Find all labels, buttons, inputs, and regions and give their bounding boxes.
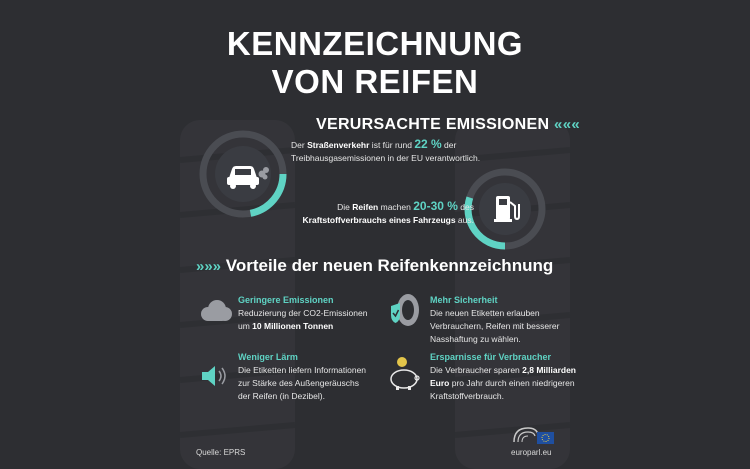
tyres-fuel-stat: Die Reifen machen 20-30 % des Kraftstoff… <box>302 199 474 226</box>
brand-label: europarl.eu <box>511 448 552 457</box>
chevron-left-icon: ««« <box>554 116 580 133</box>
benefit-savings: Ersparnisse für Verbraucher Die Verbrauc… <box>430 351 580 403</box>
tyres-fuel-share-arc <box>464 196 506 250</box>
title-line-2: VON REIFEN <box>271 63 479 100</box>
speaker-icon <box>202 366 226 386</box>
car-icon <box>227 166 269 189</box>
benefit-safety-title: Mehr Sicherheit <box>430 295 498 305</box>
tyres-label: Reifen <box>352 202 379 212</box>
parliament-logo-icon <box>513 427 554 444</box>
benefits-heading-text: Vorteile der neuen Reifenkennzeichnung <box>225 256 554 275</box>
fuel-pump-icon <box>494 196 520 222</box>
road-transport-label: Straßenverkehr <box>307 140 370 150</box>
source-label: Quelle: EPRS <box>196 448 246 457</box>
tyres-fuel-ring <box>464 168 546 250</box>
road-transport-share-arc <box>249 173 287 217</box>
title-line-1: KENNZEICHNUNG <box>226 25 524 62</box>
benefit-savings-title: Ersparnisse für Verbraucher <box>430 352 552 362</box>
road-transport-stat: Der Straßenverkehr ist für rund 22 % der… <box>291 137 481 164</box>
emissions-heading-text: VERURSACHTE EMISSIONEN <box>316 116 550 133</box>
emissions-heading: VERURSACHTE EMISSIONEN ««« <box>316 116 580 134</box>
road-transport-value: 22 % <box>414 137 442 151</box>
benefits-heading: »»» Vorteile der neuen Reifenkennzeichnu… <box>196 256 553 276</box>
benefit-noise: Weniger Lärm Die Etiketten liefern Infor… <box>238 352 367 401</box>
tyre-shield-icon <box>391 294 419 326</box>
benefit-emissions-title: Geringere Emissionen <box>238 295 334 305</box>
benefit-emissions: Geringere Emissionen Reduzierung der CO2… <box>238 294 378 333</box>
piggy-bank-icon <box>390 357 420 390</box>
cloud-icon <box>201 300 232 321</box>
benefit-noise-title: Weniger Lärm <box>238 352 298 362</box>
tyres-fuel-value: 20-30 % <box>413 199 458 213</box>
road-transport-ring <box>199 130 287 218</box>
chevron-right-icon: »»» <box>196 258 222 275</box>
benefit-safety: Mehr Sicherheit Die neuen Etiketten erla… <box>430 294 580 346</box>
